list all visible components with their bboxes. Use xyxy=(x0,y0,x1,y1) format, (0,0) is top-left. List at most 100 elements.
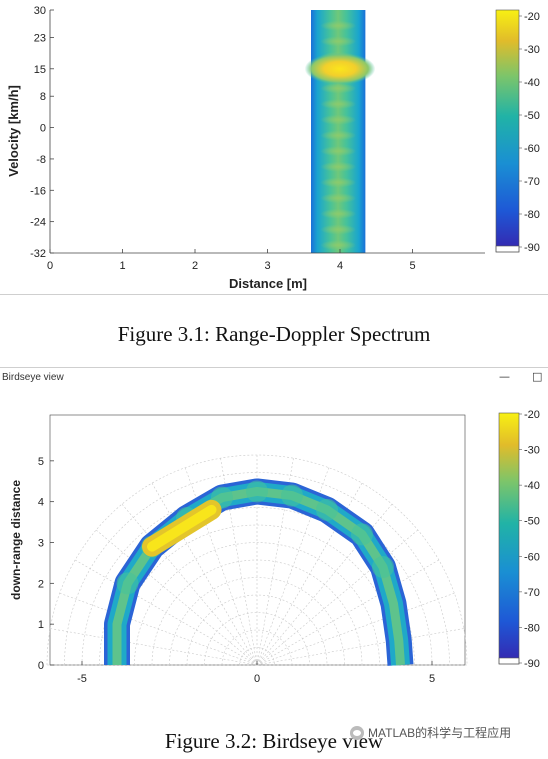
colorbar-ticks: -20 -30 -40 -50 -60 -70 -80 -90 xyxy=(519,11,540,254)
x-tick-label: 1 xyxy=(119,260,125,272)
arc-cell xyxy=(372,556,394,578)
band-lobe xyxy=(320,83,357,94)
azimuth-line xyxy=(59,592,258,666)
range-ring xyxy=(81,489,433,666)
plot-area xyxy=(50,10,485,253)
y-tick-label: -16 xyxy=(30,185,46,197)
range-ring xyxy=(169,577,345,666)
azimuth-line xyxy=(256,503,393,666)
watermark: MATLAB的科学与工程应用 xyxy=(350,724,511,741)
x-tick-label: 0 xyxy=(47,260,53,272)
colorbar-base xyxy=(495,245,520,253)
colorbar-tick-label: -90 xyxy=(524,658,540,670)
azimuth-line xyxy=(256,467,330,666)
divider xyxy=(0,367,548,368)
azimuth-line xyxy=(256,458,294,666)
colorbar-frame xyxy=(495,9,520,253)
azimuth-line xyxy=(256,592,455,666)
band-lobe xyxy=(320,161,357,172)
maximize-icon[interactable]: □ xyxy=(532,370,543,383)
colorbar-tick-label: -40 xyxy=(524,77,540,89)
axes: -5 0 5 0 1 2 3 4 5 xyxy=(38,456,435,685)
band-lobe xyxy=(320,208,357,219)
azimuth-line xyxy=(256,628,464,666)
arc-cell xyxy=(316,498,338,521)
y-tick-label: -32 xyxy=(30,248,46,260)
colorbar-ticks: -20 -30 -40 -50 -60 -70 -80 -90 xyxy=(519,409,540,670)
range-ring xyxy=(64,472,450,666)
colorbar-tick-label: -20 xyxy=(524,11,540,23)
arc-cell xyxy=(281,484,303,507)
colorbar-tick-label: -50 xyxy=(524,110,540,122)
colorbar-tick-label: -90 xyxy=(524,242,540,254)
x-tick-label: 5 xyxy=(429,673,435,685)
y-tick-label: -24 xyxy=(30,217,46,229)
x-tick-label: -5 xyxy=(77,673,87,685)
band-lobe xyxy=(320,193,357,204)
y-tick-label: 4 xyxy=(38,497,44,509)
y-tick-label: 8 xyxy=(40,91,46,103)
y-tick-label: 0 xyxy=(38,660,44,672)
azimuth-line xyxy=(95,529,258,666)
y-tick-label: 0 xyxy=(40,123,46,135)
colorbar-tick-label: -40 xyxy=(524,480,540,492)
colorbar-tick-label: -80 xyxy=(524,209,540,221)
x-tick-label: 5 xyxy=(409,260,415,272)
band-lobe xyxy=(320,130,357,141)
colorbar-tick-label: -30 xyxy=(524,445,540,457)
azimuth-line xyxy=(256,482,363,666)
colorbar-tick-label: -70 xyxy=(524,587,540,599)
colorbar-tick-label: -50 xyxy=(524,516,540,528)
azimuth-line xyxy=(184,467,258,666)
y-tick-label: 3 xyxy=(38,538,44,550)
band-lobe xyxy=(320,99,357,110)
band-lobe xyxy=(320,240,357,251)
arc-cell xyxy=(351,523,373,546)
velocity-band xyxy=(304,10,376,253)
x-axis-label: Distance [m] xyxy=(229,276,307,291)
colorbar-tick-label: -70 xyxy=(524,176,540,188)
figure-caption-2: Figure 3.2: Birdseye view xyxy=(164,729,384,753)
range-ring xyxy=(204,612,310,666)
y-axis-label: Velocity [km/h] xyxy=(6,85,21,177)
colorbar-tick-label: -80 xyxy=(524,622,540,634)
colorbar-frame xyxy=(498,412,520,665)
band-lobe xyxy=(320,20,357,31)
azimuth-line xyxy=(256,529,419,666)
divider xyxy=(0,294,548,295)
colorbar xyxy=(496,10,519,246)
band-lobe xyxy=(320,36,357,47)
y-tick-label: 15 xyxy=(34,64,46,76)
figure-caption-1: Figure 3.1: Range-Doppler Spectrum xyxy=(117,322,431,346)
watermark-text: MATLAB的科学与工程应用 xyxy=(368,726,512,740)
y-tick-label: 1 xyxy=(38,619,44,631)
azimuth-line xyxy=(74,559,258,666)
minimize-icon[interactable]: — xyxy=(499,370,510,383)
hotspot xyxy=(147,504,217,552)
y-axis-label: down-range distance xyxy=(9,480,23,600)
spectrum-peak xyxy=(304,52,376,85)
x-tick-label: 3 xyxy=(264,260,270,272)
azimuth-line xyxy=(50,628,258,666)
colorbar-tick-label: -60 xyxy=(524,143,540,155)
band-lobe xyxy=(320,224,357,235)
colorbar xyxy=(499,413,519,658)
band-lobe xyxy=(320,114,357,125)
y-tick-label: 30 xyxy=(34,5,46,17)
band-lobe xyxy=(320,177,357,188)
y-tick-label: -8 xyxy=(36,154,46,166)
azimuth-line xyxy=(220,458,258,666)
y-tick-label: 5 xyxy=(38,456,44,468)
colorbar-tick-label: -20 xyxy=(524,409,540,421)
azimuth-line xyxy=(121,503,258,666)
azimuth-line xyxy=(256,559,440,666)
y-tick-label: 23 xyxy=(34,32,46,44)
x-tick-label: 2 xyxy=(192,260,198,272)
x-tick-label: 4 xyxy=(337,260,343,272)
x-tick-label: 0 xyxy=(254,673,260,685)
colorbar-tick-label: -60 xyxy=(524,551,540,563)
arc-cell xyxy=(246,480,268,503)
